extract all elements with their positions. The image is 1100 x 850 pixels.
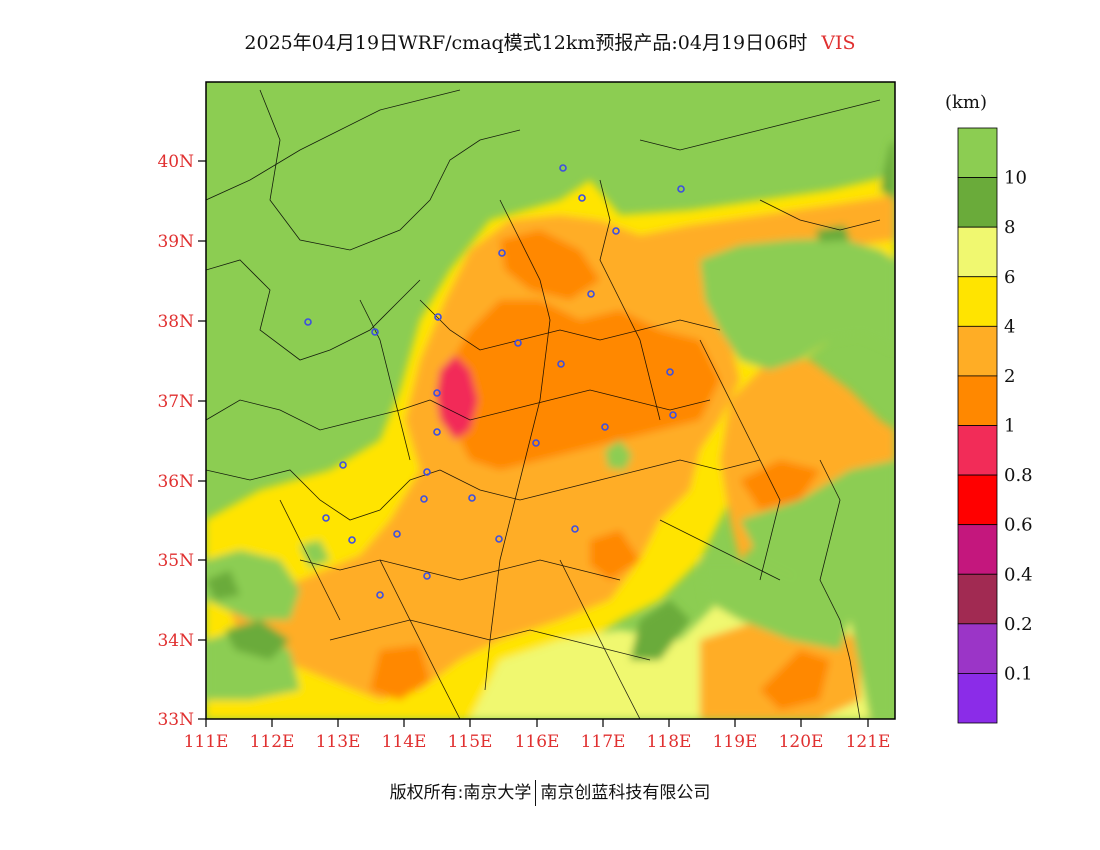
lat-label: 33N: [157, 710, 194, 730]
lat-label: 37N: [157, 392, 194, 412]
lon-label: 111E: [184, 732, 229, 752]
colorbar-label: 10: [1004, 168, 1027, 189]
colorbar-swatch: [957, 325, 998, 377]
lat-label: 34N: [157, 631, 194, 651]
lon-label: 116E: [515, 732, 560, 752]
lon-label: 120E: [779, 732, 824, 752]
lat-label: 36N: [157, 472, 194, 492]
colorbar-label: 0.1: [1004, 663, 1033, 684]
lon-labels: 111E 112E 113E 114E 115E 116E 117E 118E …: [184, 732, 891, 752]
lon-label: 118E: [647, 732, 692, 752]
colorbar-label: 0.2: [1004, 614, 1033, 635]
map-title: 2025年04月19日WRF/cmaq模式12km预报产品:04月19日06时 V…: [0, 28, 1100, 55]
colorbar-label: 0.4: [1004, 564, 1033, 585]
footer-company: 南京创蓝科技有限公司: [540, 783, 711, 803]
lat-label: 39N: [157, 232, 194, 252]
lat-labels: 40N 39N 38N 37N 36N 35N 34N 33N: [157, 152, 194, 730]
footer-copyright: 版权所有:南京大学: [389, 783, 532, 803]
lat-label: 38N: [157, 312, 194, 332]
lat-label: 35N: [157, 551, 194, 571]
visibility-field: [206, 82, 895, 719]
lon-label: 113E: [316, 732, 361, 752]
lon-label: 121E: [846, 732, 891, 752]
colorbar-swatch: [957, 127, 998, 178]
lat-label: 40N: [157, 152, 194, 172]
lon-label: 112E: [250, 732, 295, 752]
lon-label: 115E: [448, 732, 493, 752]
colorbar-swatch: [957, 425, 998, 476]
footer-separator: [535, 780, 537, 806]
colorbar-swatch: [957, 524, 998, 575]
colorbar-swatch: [957, 375, 998, 426]
lon-label: 114E: [382, 732, 427, 752]
colorbar-label: 4: [1004, 316, 1015, 337]
colorbar: 10 8 6 4 2 1 0.8 0.6 0.4 0.2 0.1: [957, 127, 1033, 724]
colorbar-label: 0.6: [1004, 515, 1033, 536]
footer: 版权所有:南京大学 南京创蓝科技有限公司: [0, 778, 1100, 806]
colorbar-label: 2: [1004, 366, 1015, 387]
colorbar-swatch: [957, 276, 998, 327]
colorbar-unit: (km): [945, 92, 987, 113]
colorbar-label: 8: [1004, 217, 1015, 238]
lon-label: 119E: [713, 732, 758, 752]
lat-ticks: [198, 160, 206, 720]
colorbar-label: 6: [1004, 267, 1015, 288]
lon-ticks: [205, 719, 869, 727]
colorbar-swatch: [957, 573, 998, 625]
colorbar-swatch: [957, 474, 998, 526]
colorbar-swatch: [957, 623, 998, 674]
title-main: 2025年04月19日WRF/cmaq模式12km预报产品:04月19日06时: [244, 32, 808, 54]
title-variable: VIS: [821, 32, 856, 54]
colorbar-swatch: [957, 673, 998, 724]
colorbar-label: 1: [1004, 416, 1015, 437]
lon-label: 117E: [581, 732, 626, 752]
colorbar-swatch: [957, 177, 998, 228]
colorbar-label: 0.8: [1004, 465, 1033, 486]
colorbar-swatch: [957, 226, 998, 278]
